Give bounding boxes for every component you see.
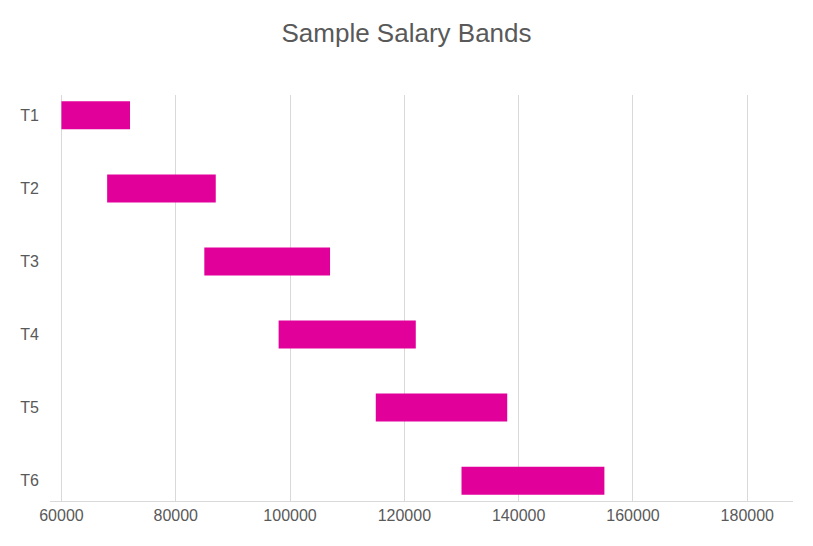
svg-text:80000: 80000 xyxy=(153,507,198,524)
svg-text:100000: 100000 xyxy=(263,507,316,524)
svg-text:140000: 140000 xyxy=(492,507,545,524)
svg-text:160000: 160000 xyxy=(606,507,659,524)
svg-text:Sample Salary Bands: Sample Salary Bands xyxy=(281,18,531,48)
svg-text:T2: T2 xyxy=(20,180,39,197)
svg-text:T4: T4 xyxy=(20,326,39,343)
svg-text:T3: T3 xyxy=(20,253,39,270)
svg-text:120000: 120000 xyxy=(378,507,431,524)
svg-text:T5: T5 xyxy=(20,399,39,416)
svg-text:T1: T1 xyxy=(20,107,39,124)
svg-text:T6: T6 xyxy=(20,472,39,489)
svg-text:180000: 180000 xyxy=(721,507,774,524)
svg-text:60000: 60000 xyxy=(39,507,84,524)
